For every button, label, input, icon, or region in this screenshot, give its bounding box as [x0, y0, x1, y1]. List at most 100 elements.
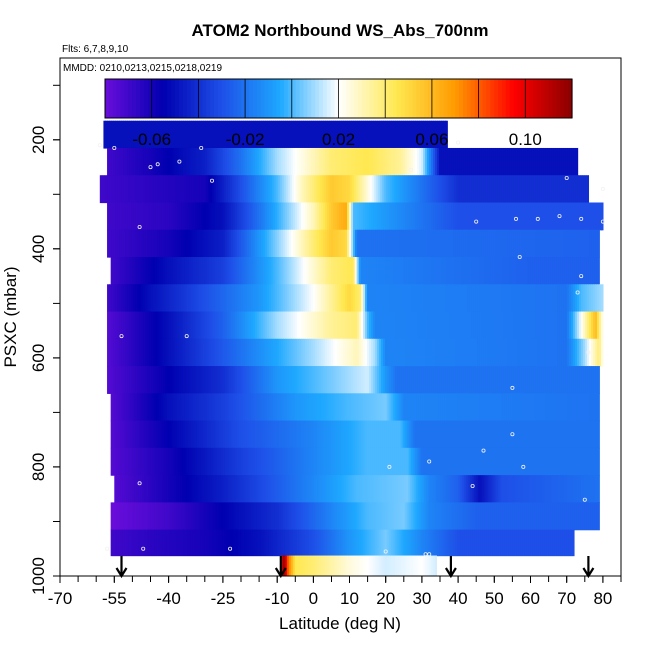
- heatmap-cell: [406, 257, 410, 285]
- heatmap-cell: [320, 555, 324, 576]
- heatmap-cell: [118, 529, 122, 557]
- heatmap-cell: [270, 447, 274, 476]
- heatmap-cell: [246, 420, 250, 449]
- heatmap-cell: [157, 366, 160, 394]
- heatmap-cell: [398, 447, 402, 476]
- heatmap-cell: [208, 420, 212, 449]
- heatmap-cell: [530, 447, 534, 476]
- heatmap-cell: [226, 447, 230, 476]
- heatmap-cell: [132, 393, 136, 422]
- heatmap-cell: [445, 229, 448, 258]
- heatmap-cell: [255, 147, 258, 176]
- heatmap-cell: [522, 393, 526, 422]
- heatmap-cell: [290, 257, 294, 285]
- heatmap-cell: [295, 202, 298, 231]
- heatmap-cell: [559, 175, 563, 204]
- heatmap-cell: [170, 529, 174, 557]
- heatmap-cell: [337, 338, 340, 367]
- heatmap-cell: [196, 475, 199, 503]
- heatmap-cell: [399, 229, 402, 258]
- heatmap-cell: [441, 229, 444, 258]
- heatmap-cell: [462, 393, 466, 422]
- heatmap-cell: [214, 257, 218, 285]
- heatmap-cell: [396, 393, 400, 422]
- heatmap-cell: [228, 257, 232, 285]
- heatmap-cell: [139, 366, 142, 394]
- heatmap-cell: [494, 447, 498, 476]
- heatmap-cell: [325, 120, 329, 149]
- heatmap-cell: [561, 338, 564, 367]
- heatmap-cell: [481, 366, 484, 394]
- heatmap-cell: [499, 147, 502, 176]
- heatmap-cell: [255, 366, 258, 394]
- heatmap-cell: [449, 202, 452, 231]
- heatmap-cell: [215, 284, 218, 313]
- heatmap-cell: [494, 393, 498, 422]
- heatmap-cell: [209, 284, 212, 313]
- heatmap-cell: [551, 229, 554, 258]
- heatmap-cell: [233, 120, 237, 149]
- heatmap-cell: [155, 229, 158, 258]
- heatmap-cell: [301, 229, 304, 258]
- heatmap-cell: [433, 311, 436, 340]
- heatmap-cell: [189, 147, 192, 176]
- heatmap-cell: [212, 447, 216, 476]
- heatmap-cell: [434, 529, 438, 557]
- heatmap-cell: [471, 311, 474, 340]
- heatmap-cell: [276, 529, 280, 557]
- heatmap-cell: [454, 475, 457, 503]
- heatmap-cell: [371, 311, 374, 340]
- heatmap-cell: [229, 202, 232, 231]
- heatmap-cell: [195, 284, 198, 313]
- heatmap-cell: [448, 420, 452, 449]
- heatmap-cell: [112, 447, 116, 476]
- heatmap-cell: [443, 120, 447, 149]
- heatmap-cell: [220, 257, 224, 285]
- heatmap-cell: [377, 202, 380, 231]
- heatmap-cell: [112, 529, 116, 557]
- heatmap-cell: [580, 393, 584, 422]
- heatmap-cell: [313, 175, 317, 204]
- heatmap-cell: [208, 529, 212, 557]
- heatmap-cell: [130, 529, 134, 557]
- heatmap-cell: [199, 120, 203, 149]
- heatmap-cell: [364, 420, 368, 449]
- heatmap-cell: [525, 366, 528, 394]
- x-tick-label: 80: [593, 589, 612, 608]
- heatmap-cell: [599, 202, 602, 231]
- heatmap-cell: [445, 120, 448, 149]
- heatmap-cell: [277, 175, 281, 204]
- heatmap-cell: [295, 229, 298, 258]
- heatmap-cell: [564, 447, 568, 476]
- heatmap-cell: [359, 284, 362, 313]
- heatmap-cell: [583, 202, 586, 231]
- heatmap-cell: [296, 502, 300, 531]
- heatmap-cell: [372, 502, 376, 531]
- heatmap-cell: [579, 202, 582, 231]
- heatmap-cell: [213, 120, 217, 149]
- heatmap-cell: [500, 257, 504, 285]
- heatmap-cell: [111, 338, 114, 367]
- heatmap-cell: [394, 502, 398, 531]
- heatmap-cell: [541, 311, 544, 340]
- heatmap-cell: [280, 420, 284, 449]
- heatmap-cell: [239, 120, 243, 149]
- heatmap-cell: [562, 475, 565, 503]
- heatmap-cell: [500, 393, 504, 422]
- heatmap-cell: [257, 202, 260, 231]
- heatmap-cell: [409, 366, 412, 394]
- heatmap-cell: [350, 447, 354, 476]
- heatmap-cell: [149, 366, 152, 394]
- heatmap-cell: [551, 202, 554, 231]
- heatmap-cell: [401, 284, 404, 313]
- heatmap-cell: [426, 475, 429, 503]
- heatmap-cell: [275, 284, 278, 313]
- heatmap-cell: [233, 338, 236, 367]
- heatmap-cell: [350, 420, 354, 449]
- heatmap-cell: [509, 338, 512, 367]
- heatmap-cell: [395, 284, 398, 313]
- heatmap-cell: [355, 175, 359, 204]
- heatmap-cell: [451, 338, 454, 367]
- heatmap-cell: [445, 202, 448, 231]
- heatmap-cell: [125, 175, 129, 204]
